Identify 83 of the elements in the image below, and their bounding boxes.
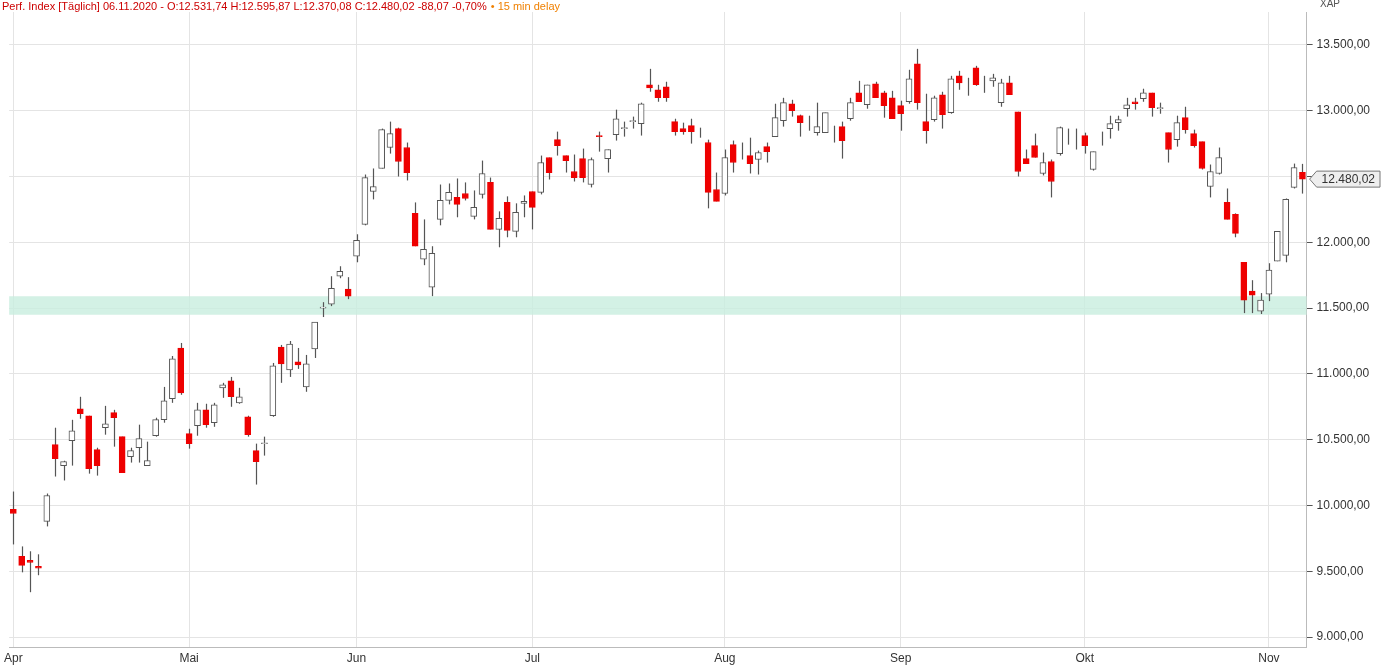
x-tick-label: Mai [179,651,199,666]
candlestick [1248,279,1256,314]
candlestick [436,183,444,226]
candlestick [277,344,285,384]
candlestick [1232,212,1239,238]
x-tick-label: Apr [3,651,23,666]
candlestick [1106,115,1114,140]
candlestick [888,90,896,120]
candlestick [755,149,762,176]
candlestick [1081,132,1089,155]
candlestick [1207,163,1214,199]
candlestick [68,419,76,467]
candlestick [18,545,26,573]
text: 12.480,02 [1321,172,1376,187]
x-tick-label: Sep [889,651,912,666]
candlestick [143,441,151,467]
candlestick [353,233,360,263]
candlestick [646,68,653,93]
candlestick [10,490,17,546]
x-tick-label: Nov [1258,651,1280,666]
candlestick [955,70,963,91]
candlestick [528,190,536,230]
candlestick [1215,146,1223,176]
candlestick [922,93,930,145]
candlestick [1123,97,1130,118]
candlestick [512,202,519,238]
chart-title: Perf. Index [Täglich] 06.11.2020 - O:12.531,74 H:12.595,87 L:12.370,08 C:12.480,02 -88,07 -0,70% [2,0,487,12]
y-tick-label: 13.500,00 [1316,37,1371,52]
candlestick [470,189,478,220]
candlestick [194,402,201,437]
candlestick [453,177,461,218]
y-tick-label: 10.500,00 [1316,431,1371,446]
y-tick-label: 9.000,00 [1316,629,1364,644]
candlestick [1006,75,1013,96]
candlestick [897,100,904,132]
candlestick [1047,158,1055,199]
candlestick [210,402,218,428]
candlestick [688,118,695,145]
y-tick-label: 12.000,00 [1316,234,1371,249]
candlestick [662,81,670,103]
candlestick [746,137,754,175]
x-tick-label: Aug [714,651,736,666]
candlestick [152,417,159,438]
candlestick [102,405,109,436]
candlestick [855,80,863,103]
candlestick [1181,106,1189,135]
candlestick [445,182,452,205]
candlestick [780,97,787,128]
candlestick [26,550,34,593]
candlestick [35,553,42,576]
y-tick-label: 13.000,00 [1316,103,1371,118]
candlestick [1299,163,1306,195]
candlestick [302,354,310,393]
candlestick [1257,292,1264,315]
candlestick [185,428,193,450]
y-axis-title: XAP [1319,0,1340,9]
candlestick [579,148,586,184]
y-tick-label: 10.000,00 [1316,497,1371,512]
candlestick [939,91,946,130]
candlestick [847,97,854,122]
candlestick [570,153,578,183]
candlestick [76,396,84,420]
candlestick [420,218,427,266]
candlestick [554,131,561,157]
candlestick [763,141,771,164]
candlestick [110,409,118,448]
candlestick [1165,132,1172,164]
candlestick [328,275,335,307]
candlestick [403,141,411,182]
candlestick [813,102,821,137]
x-tick-label: Jun [346,651,367,666]
candlestick [369,167,377,200]
y-tick-label: 9.500,00 [1316,563,1364,578]
y-tick-label: 11.500,00 [1316,300,1370,315]
candlestick [462,181,469,202]
x-tick-label: Jul [524,651,540,666]
candlestick [520,194,528,218]
candlestick [713,171,720,202]
candlestick [51,427,59,478]
x-tick-label: Okt [1075,651,1095,666]
y-tick-label: 11.000,00 [1316,366,1370,381]
chart-subtitle: • 15 min delay [490,0,561,12]
candlestick [729,139,737,174]
